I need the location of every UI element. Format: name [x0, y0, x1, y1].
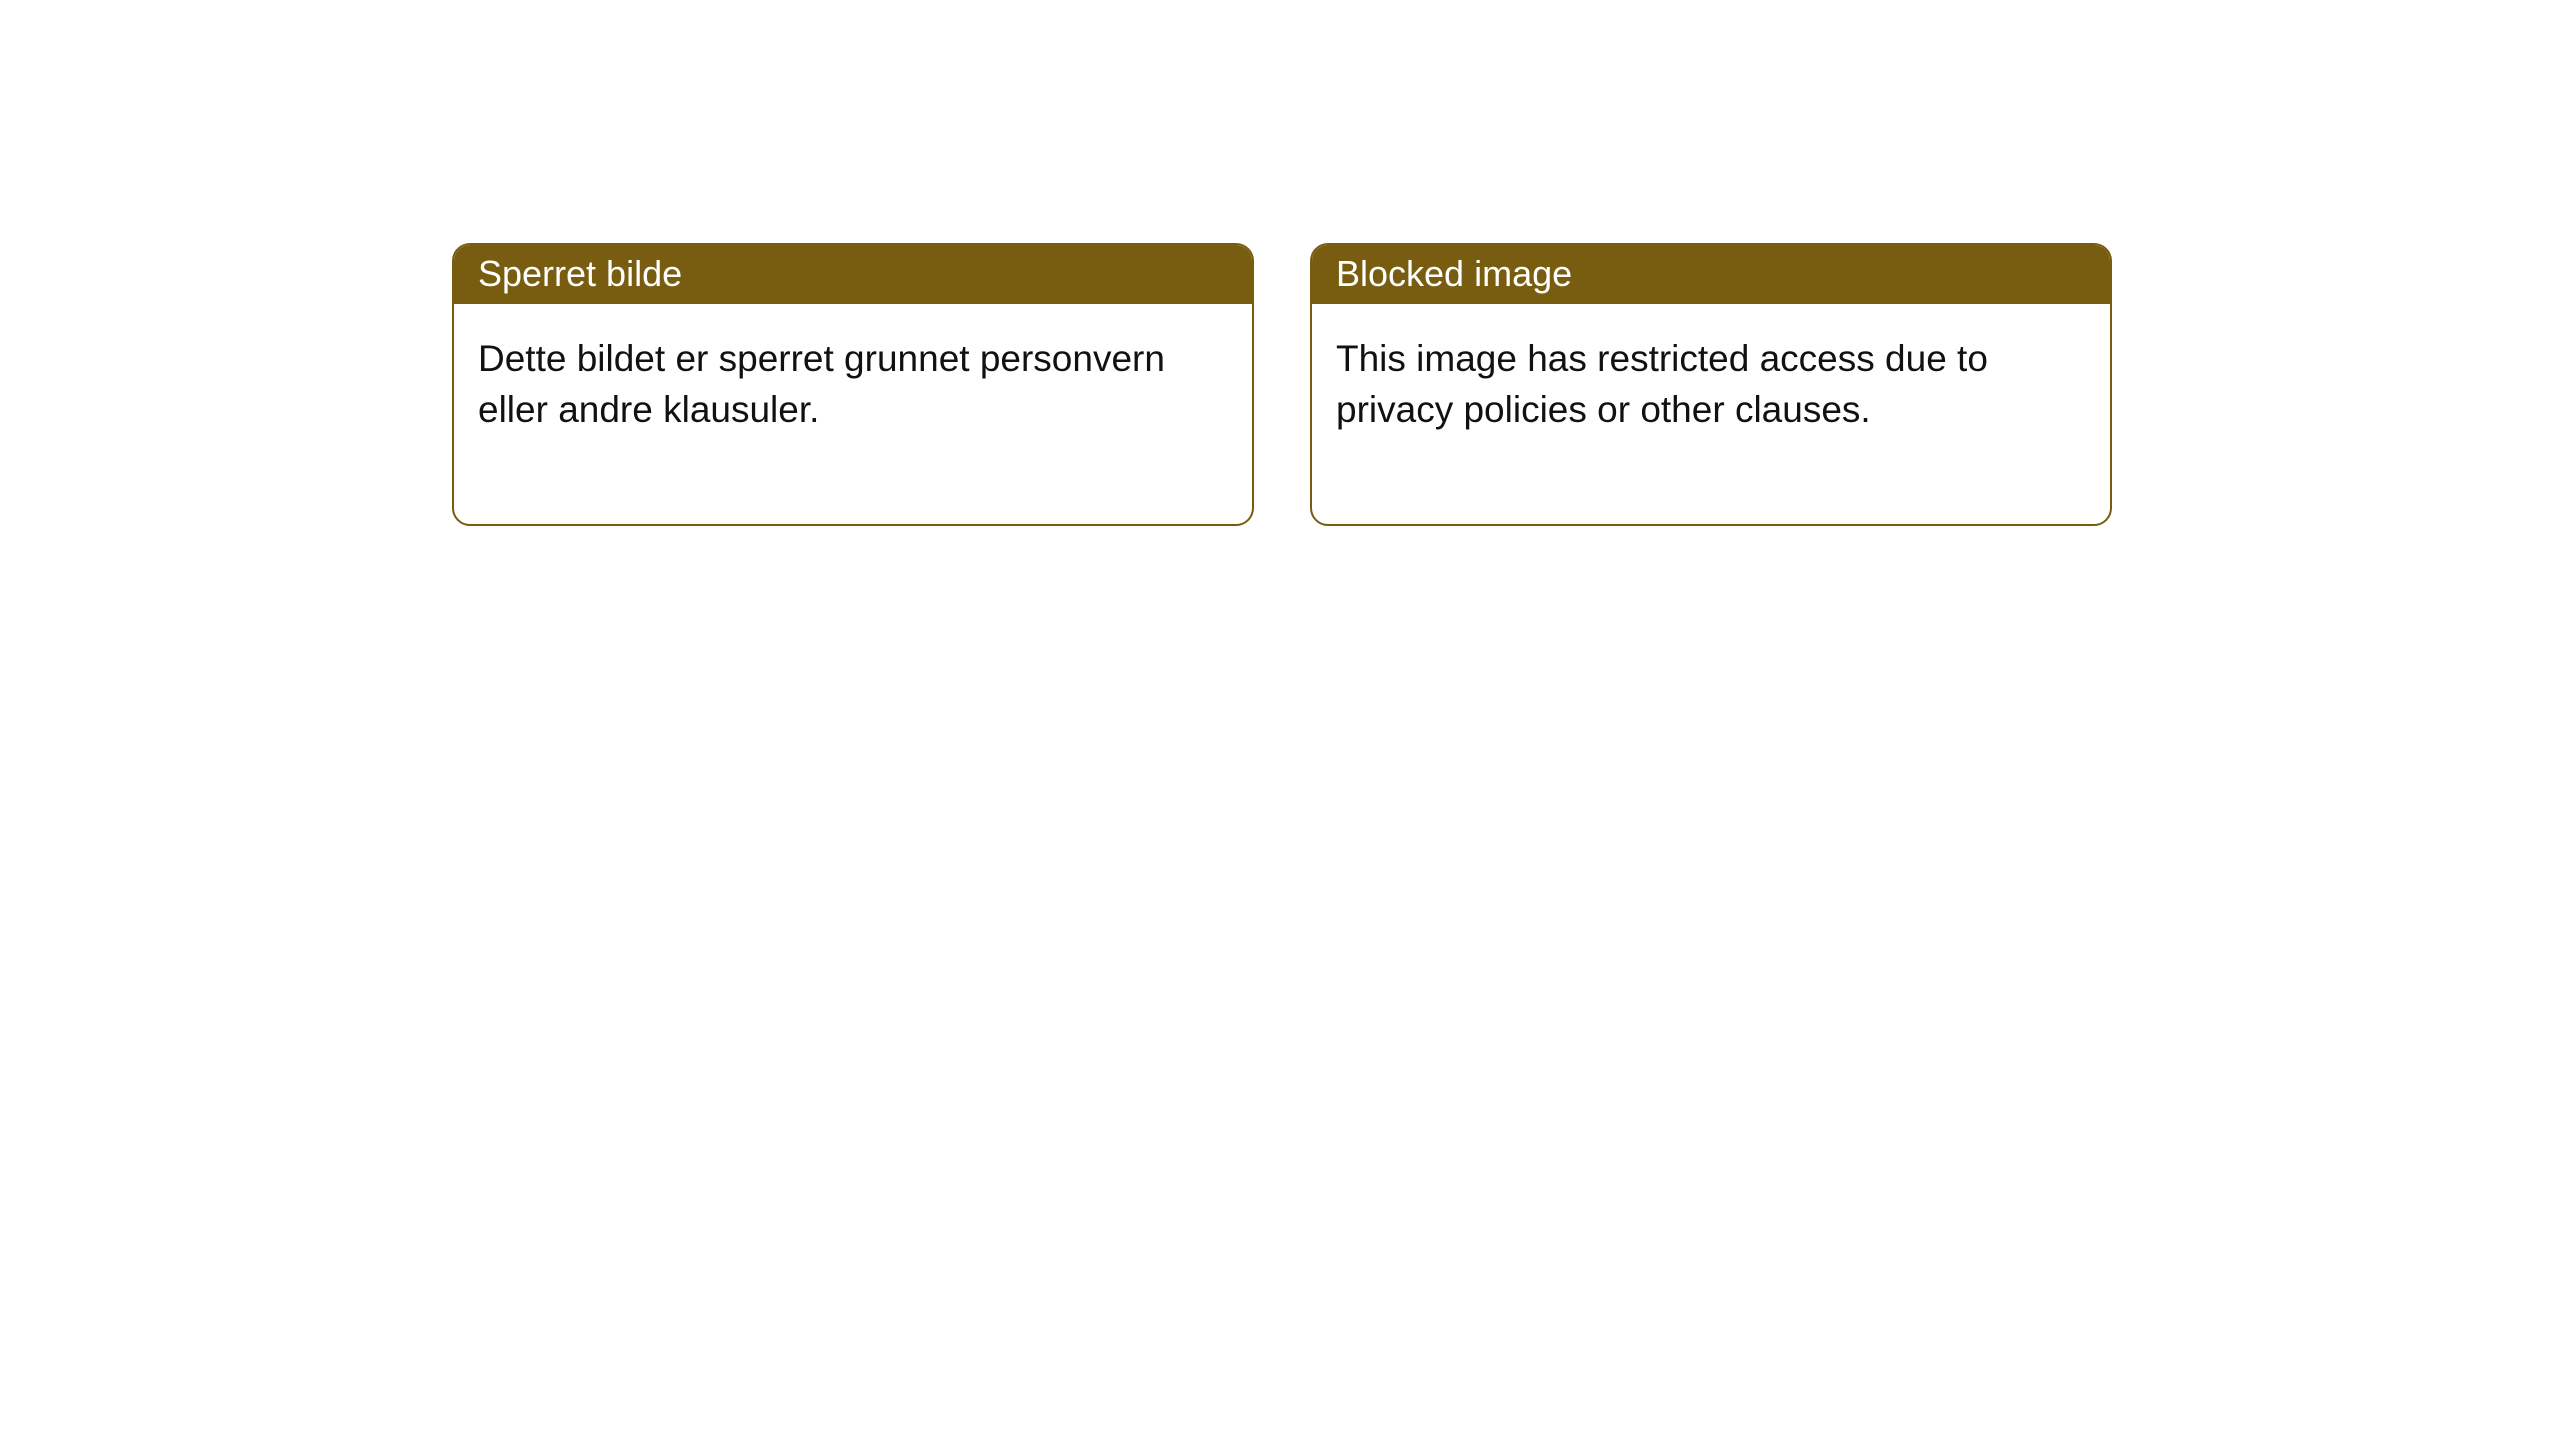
card-row: Sperret bilde Dette bildet er sperret gr…: [0, 0, 2560, 526]
card-title: Blocked image: [1312, 245, 2110, 304]
blocked-image-card-norwegian: Sperret bilde Dette bildet er sperret gr…: [452, 243, 1254, 526]
card-body: This image has restricted access due to …: [1312, 304, 2110, 524]
blocked-image-card-english: Blocked image This image has restricted …: [1310, 243, 2112, 526]
card-body: Dette bildet er sperret grunnet personve…: [454, 304, 1252, 524]
card-title: Sperret bilde: [454, 245, 1252, 304]
